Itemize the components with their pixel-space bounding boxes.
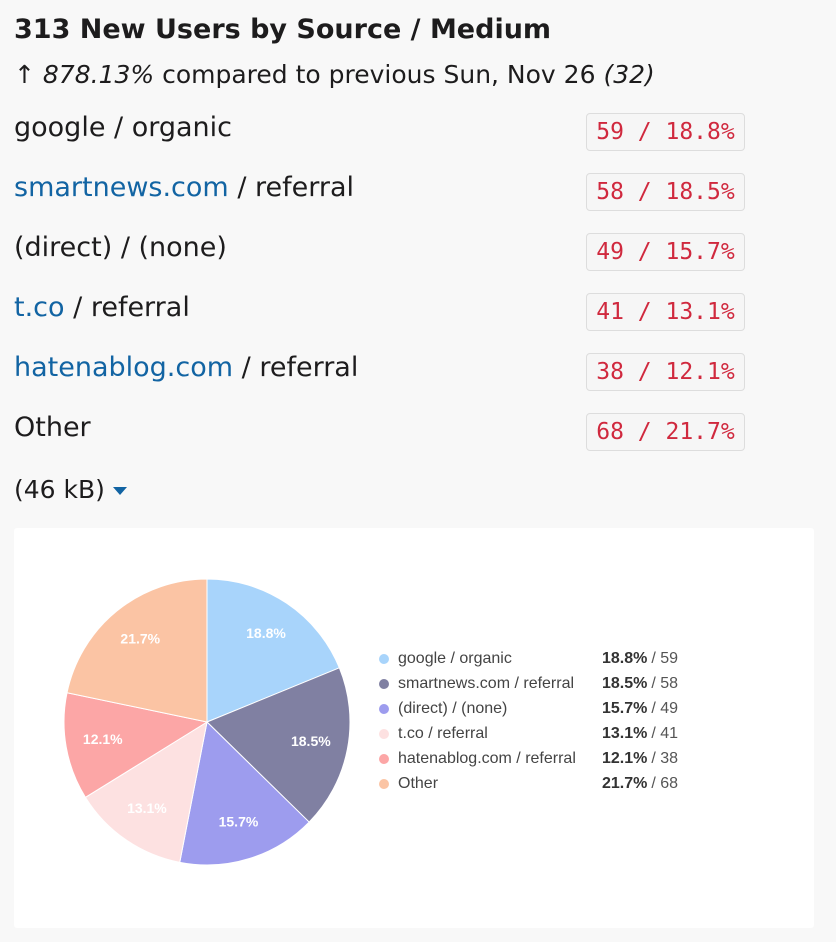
legend-count: / 68 [651, 775, 678, 792]
pie-slice [66, 578, 208, 723]
link[interactable]: hatenablog.com [14, 352, 234, 383]
previous: (32) [603, 60, 655, 89]
slice-label: 18.5% [291, 733, 331, 749]
arrow: ↑ [14, 60, 35, 89]
legend-value: 13.1%/ 41 [602, 725, 678, 742]
legend-count: / 41 [651, 725, 678, 742]
row-text: (direct) / (none) [14, 232, 227, 263]
row-text: / referral [241, 352, 359, 383]
legend-label: (direct) / (none) [398, 700, 507, 717]
legend-value: 18.5%/ 58 [602, 675, 678, 692]
legend-count: / 49 [651, 700, 678, 717]
comparison: compared to previous Sun, Nov 26 [162, 60, 596, 89]
legend-percent: 18.5% [602, 675, 647, 692]
legend-count: / 58 [651, 675, 678, 692]
attachment-size: (46 kB) [14, 475, 105, 504]
pie-slice [179, 720, 310, 866]
legend-percent: 18.8% [602, 650, 647, 667]
row: (direct) / (none) [14, 232, 227, 263]
row-text: Other [14, 412, 91, 443]
pie-slice [63, 692, 209, 799]
caret[interactable] [112, 487, 127, 495]
legend-percent: 21.7% [602, 775, 647, 792]
legend-dot [379, 654, 389, 664]
legend-count: / 38 [651, 750, 678, 767]
legend-value: 18.8%/ 59 [602, 650, 678, 667]
legend-percent: 15.7% [602, 700, 647, 717]
row: google / organic [14, 112, 232, 143]
title: 313 New Users by Source / Medium [14, 14, 552, 45]
row-text: / referral [237, 172, 355, 203]
badge: 68 / 21.7% [586, 413, 745, 451]
slice-label: 13.1% [127, 800, 167, 816]
badge: 58 / 18.5% [586, 173, 745, 211]
legend-label: smartnews.com / referral [398, 675, 574, 692]
legend-count: / 59 [651, 650, 678, 667]
legend-label: Other [398, 775, 439, 792]
pie-slice [206, 667, 351, 823]
legend-dot [379, 754, 389, 764]
legend-value: 15.7%/ 49 [602, 700, 678, 717]
legend-label: hatenablog.com / referral [398, 750, 576, 767]
row: Other [14, 412, 91, 443]
badge: 59 / 18.8% [586, 113, 745, 151]
row-text: / referral [73, 292, 190, 323]
badge: 49 / 15.7% [586, 233, 745, 271]
legend-percent: 12.1% [602, 750, 647, 767]
legend-value: 21.7%/ 68 [602, 775, 678, 792]
slice-label: 18.8% [246, 625, 286, 641]
slice-label: 15.7% [219, 814, 259, 830]
legend-dot [379, 729, 389, 739]
row: smartnews.com / referral [14, 172, 354, 203]
subtitle: ↑ 878.13% compared to previous Sun, Nov … [14, 60, 655, 89]
change: 878.13% [42, 60, 155, 89]
attachment[interactable]: (46 kB) [14, 475, 127, 504]
legend-percent: 13.1% [602, 725, 647, 742]
row: t.co / referral [14, 292, 190, 323]
row: hatenablog.com / referral [14, 352, 358, 383]
link[interactable]: t.co [14, 292, 65, 323]
legend-dot [379, 704, 389, 714]
row-text: google / organic [14, 112, 232, 143]
pie-slice [84, 720, 208, 863]
slice-label: 12.1% [83, 731, 123, 747]
pie-slice [206, 578, 341, 723]
link[interactable]: smartnews.com [14, 172, 229, 203]
slice-label: 21.7% [120, 631, 160, 647]
legend-dot [379, 779, 389, 789]
legend-value: 12.1%/ 38 [602, 750, 678, 767]
legend-dot [379, 679, 389, 689]
chart-card: 18.8% 18.5% 15.7% 13.1% 12.1% 21.7% google / o… [14, 528, 814, 928]
legend-label: t.co / referral [398, 725, 488, 742]
legend-label: google / organic [398, 650, 512, 667]
badge: 38 / 12.1% [586, 353, 745, 391]
badge: 41 / 13.1% [586, 293, 745, 331]
